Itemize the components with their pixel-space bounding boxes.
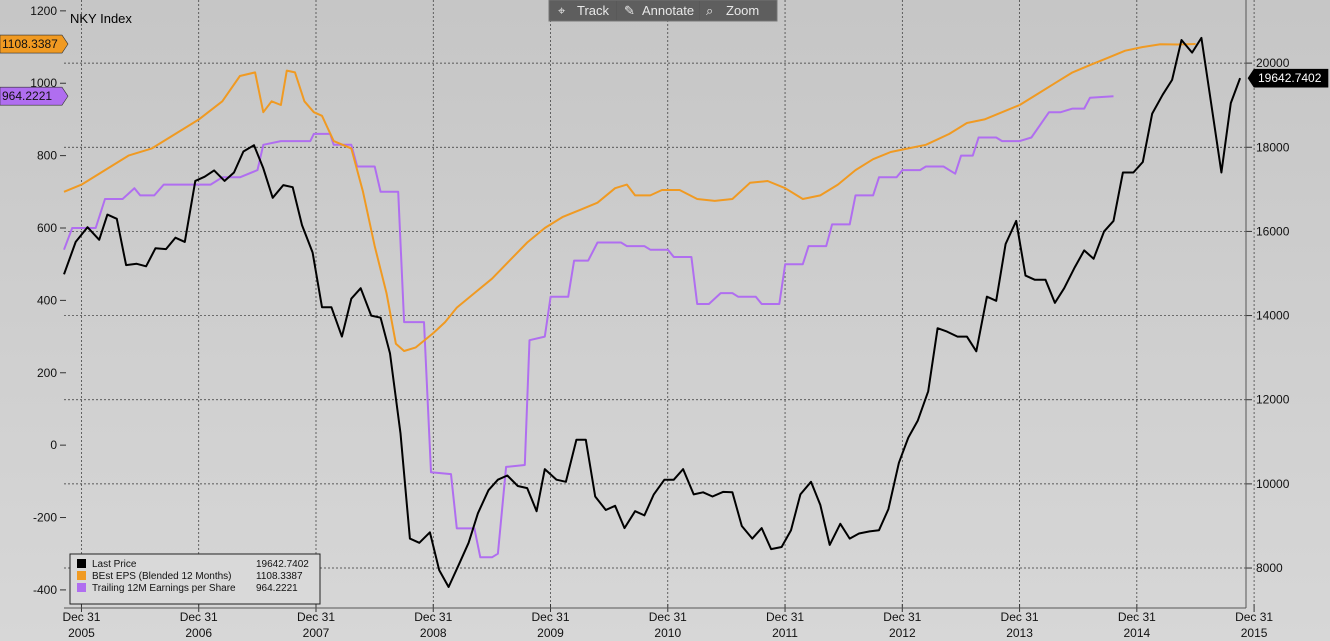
right-tick-label: 18000 <box>1256 140 1290 154</box>
chart-title: NKY Index <box>70 11 132 26</box>
track-label: Track <box>577 3 610 18</box>
series-line-2 <box>63 95 1114 559</box>
x-tick-label-top: Dec 31 <box>62 610 100 624</box>
annotate-button[interactable]: ✎ Annotate <box>617 1 699 20</box>
left-tick-label: 1200 <box>30 4 57 18</box>
zoom-label: Zoom <box>726 3 759 18</box>
value-badges: 19642.7402 1108.3387 964.2221 <box>0 34 1329 106</box>
value-badge-label-1: 1108.3387 <box>2 37 58 51</box>
x-tick-label-top: Dec 31 <box>1235 610 1273 624</box>
x-tick-label-year: 2008 <box>420 626 447 640</box>
legend-label-1: BEst EPS (Blended 12 Months) <box>92 571 232 582</box>
left-tick-label: 800 <box>37 149 57 163</box>
value-badge-2 <box>0 86 69 106</box>
legend-value-2: 964.2221 <box>256 583 298 594</box>
x-tick-label-top: Dec 31 <box>1118 610 1156 624</box>
value-badge-1 <box>0 34 69 54</box>
x-tick-label-year: 2007 <box>303 626 330 640</box>
x-tick-label-top: Dec 31 <box>649 610 687 624</box>
x-tick-label-year: 2014 <box>1123 626 1150 640</box>
x-tick-label-year: 2015 <box>1241 626 1268 640</box>
x-tick-label-top: Dec 31 <box>1001 610 1039 624</box>
x-tick-label-top: Dec 31 <box>414 610 452 624</box>
zoom-button[interactable]: ⌕ Zoom <box>700 1 776 20</box>
x-tick-label-year: 2010 <box>654 626 681 640</box>
legend: Last Price 19642.7402 BEst EPS (Blended 12… <box>69 553 321 605</box>
series-layer <box>63 36 1242 588</box>
right-tick-label: 8000 <box>1256 561 1283 575</box>
x-tick-label-top: Dec 31 <box>532 610 570 624</box>
value-badge-label-2: 964.2221 <box>2 89 52 103</box>
annotate-label: Annotate <box>642 3 694 18</box>
right-tick-label: 12000 <box>1256 393 1290 407</box>
magnifier-icon: ⌕ <box>706 3 713 18</box>
x-tick-label-year: 2012 <box>889 626 916 640</box>
legend-label-2: Trailing 12M Earnings per Share <box>92 583 236 594</box>
chart-toolbar: ⌖ Track ✎ Annotate ⌕ Zoom <box>548 0 778 22</box>
legend-box <box>69 553 321 605</box>
series-line-0 <box>63 36 1242 588</box>
left-tick-label: 400 <box>37 293 57 307</box>
right-axis: 20000 18000 16000 14000 12000 10000 8000 <box>1246 56 1290 575</box>
left-tick-label: -200 <box>33 511 57 525</box>
left-tick-label: -400 <box>33 583 57 597</box>
x-tick-label-year: 2013 <box>1006 626 1033 640</box>
right-tick-label: 16000 <box>1256 224 1290 238</box>
right-tick-label: 14000 <box>1256 309 1290 323</box>
x-tick-label-top: Dec 31 <box>297 610 335 624</box>
x-tick-label-top: Dec 31 <box>766 610 804 624</box>
legend-label-0: Last Price <box>92 559 137 570</box>
left-tick-label: 600 <box>37 221 57 235</box>
legend-swatch-0 <box>77 559 86 568</box>
left-axis: 1200 1000 800 600 400 200 0 -200 -400 <box>30 4 66 597</box>
crosshair-icon: ⌖ <box>558 3 566 18</box>
x-tick-label-top: Dec 31 <box>180 610 218 624</box>
x-tick-label-year: 2009 <box>537 626 564 640</box>
legend-swatch-2 <box>77 583 86 592</box>
x-axis: Dec 31 2005 Dec 31 2006 Dec 31 2007 Dec 31 2008… <box>62 604 1273 640</box>
value-badge-0 <box>1247 68 1329 88</box>
x-tick-label-year: 2006 <box>185 626 212 640</box>
legend-swatch-1 <box>77 571 86 580</box>
pencil-icon: ✎ <box>624 3 635 18</box>
legend-value-1: 1108.3387 <box>256 571 303 582</box>
x-tick-label-year: 2005 <box>68 626 95 640</box>
x-tick-label-year: 2011 <box>772 626 798 640</box>
right-tick-label: 20000 <box>1256 56 1290 70</box>
right-tick-label: 10000 <box>1256 477 1290 491</box>
series-line-1 <box>63 43 1196 352</box>
left-tick-label: 200 <box>37 366 57 380</box>
track-button[interactable]: ⌖ Track <box>550 1 616 20</box>
x-tick-label-top: Dec 31 <box>883 610 921 624</box>
left-tick-label: 1000 <box>30 76 57 90</box>
value-badge-label-0: 19642.7402 <box>1258 71 1322 85</box>
left-tick-label: 0 <box>50 438 57 452</box>
legend-value-0: 19642.7402 <box>256 559 309 570</box>
